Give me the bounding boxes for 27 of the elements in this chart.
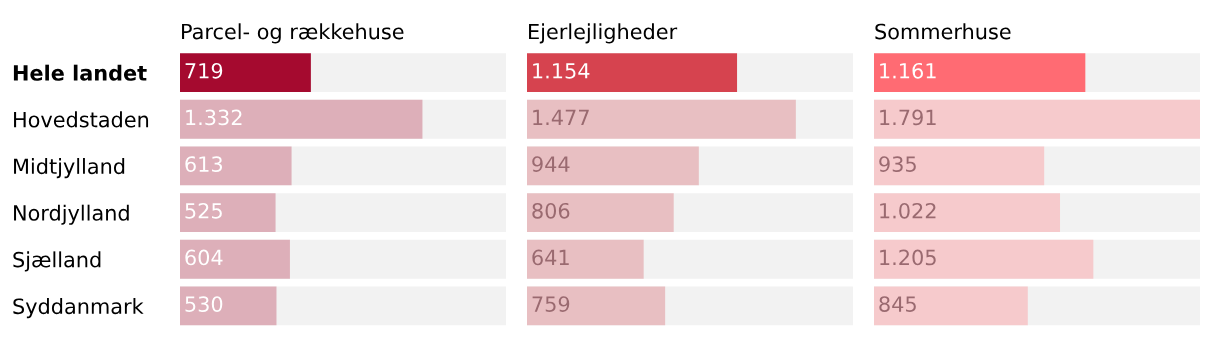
data-label: 641 <box>532 249 569 266</box>
data-label: 1.022 <box>880 202 936 219</box>
chart-title: Sommerhuse <box>875 23 1011 40</box>
data-label: 845 <box>879 296 916 312</box>
data-label: 1.332 <box>186 109 242 126</box>
y-tick-label: Hele landet <box>13 64 147 81</box>
data-label: 1.154 <box>533 63 590 79</box>
y-tick-label: Midtjylland <box>14 158 125 179</box>
data-label: 530 <box>185 296 223 312</box>
y-tick-label: Sjælland <box>13 251 101 272</box>
data-label: 1.791 <box>880 109 936 126</box>
data-label: 1.477 <box>533 109 589 126</box>
data-label: 525 <box>185 202 222 219</box>
chart-title: Parcel- og rækkehuse <box>182 23 404 44</box>
data-label: 613 <box>185 156 223 172</box>
data-label: 1.205 <box>880 249 936 266</box>
data-label: 719 <box>185 62 223 79</box>
data-label: 604 <box>185 249 223 266</box>
data-label: 759 <box>532 296 570 312</box>
y-tick-label: Nordjylland <box>14 204 129 225</box>
data-label: 944 <box>532 156 570 172</box>
data-label: 806 <box>532 202 570 219</box>
y-tick-label: Hovedstaden <box>14 111 149 128</box>
y-tick-label: Syddanmark <box>13 298 144 319</box>
chart-title: Ejerlejligheder <box>529 23 678 44</box>
data-label: 935 <box>879 156 916 172</box>
data-label: 1.161 <box>880 62 936 79</box>
